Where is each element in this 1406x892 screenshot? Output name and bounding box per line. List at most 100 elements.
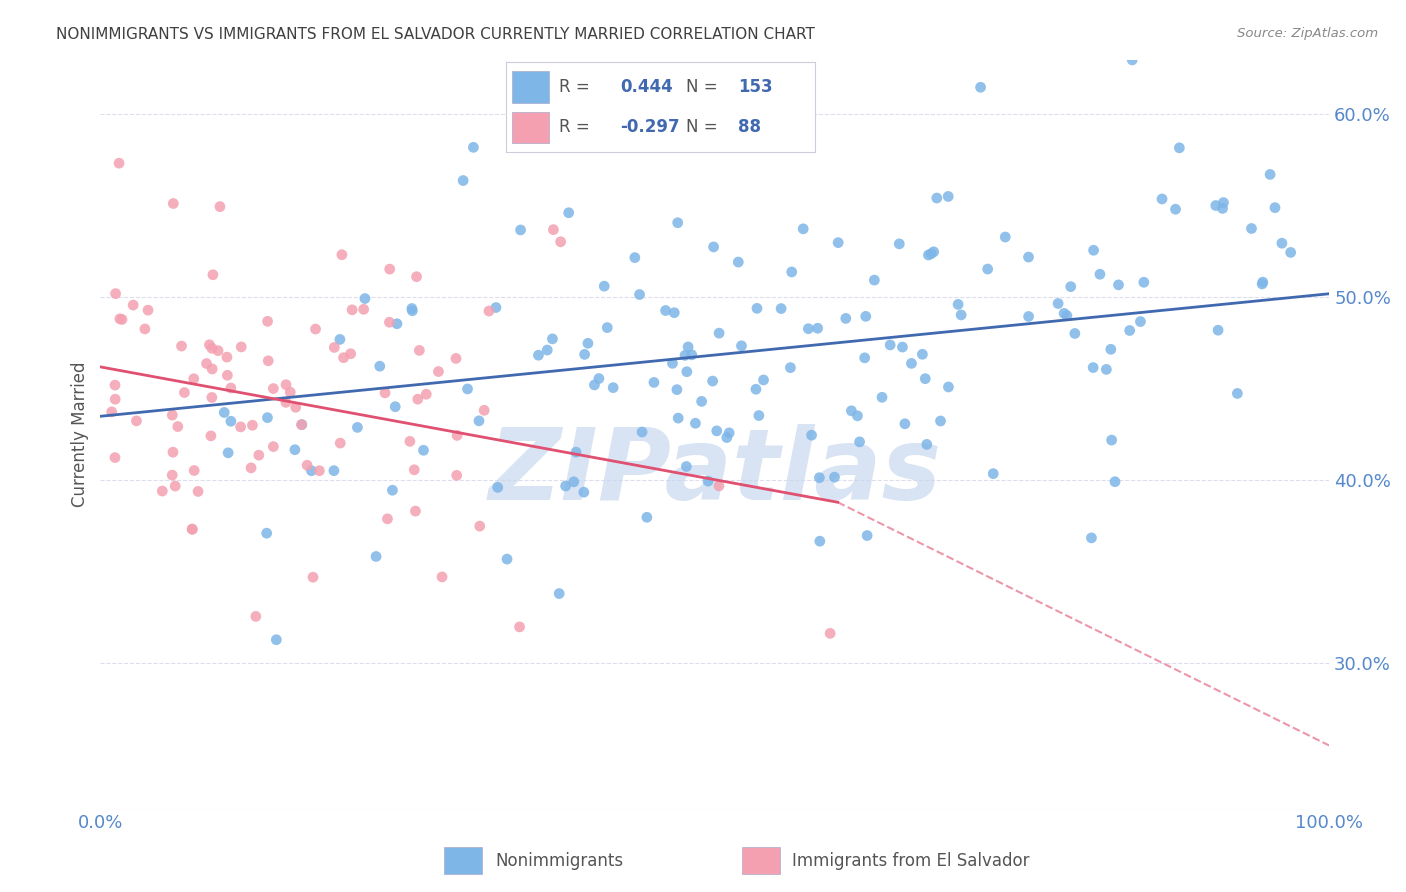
Text: R =: R = [558, 78, 595, 95]
Point [583, 378, 606, 392]
Point [848, 434, 870, 449]
Point [256, 410, 278, 425]
Point [201, 362, 224, 376]
Point [214, 405, 236, 419]
Point [257, 353, 280, 368]
Text: R =: R = [558, 118, 595, 136]
Point [183, 372, 205, 386]
Point [274, 377, 297, 392]
Bar [512, 71, 550, 103]
Point [870, 390, 893, 404]
Point [1133, 275, 1156, 289]
Point [745, 301, 768, 316]
Point [1104, 475, 1126, 489]
Point [195, 357, 218, 371]
Point [229, 420, 252, 434]
Point [1251, 277, 1274, 291]
Point [274, 395, 297, 409]
Point [917, 248, 939, 262]
Point [377, 512, 399, 526]
Point [976, 262, 998, 277]
Point [676, 340, 699, 354]
Point [354, 292, 377, 306]
Point [596, 320, 619, 334]
Point [706, 424, 728, 438]
Point [1063, 326, 1085, 341]
Point [457, 382, 479, 396]
Point [900, 356, 922, 370]
Y-axis label: Currently Married: Currently Married [72, 362, 89, 508]
Point [463, 140, 485, 154]
Point [925, 191, 948, 205]
Point [752, 373, 775, 387]
Point [201, 342, 224, 356]
Point [792, 222, 814, 236]
Text: NONIMMIGRANTS VS IMMIGRANTS FROM EL SALVADOR CURRENTLY MARRIED CORRELATION CHART: NONIMMIGRANTS VS IMMIGRANTS FROM EL SALV… [56, 27, 815, 42]
Point [835, 311, 858, 326]
Point [217, 446, 239, 460]
Point [946, 297, 969, 311]
Point [290, 417, 312, 432]
Point [1168, 141, 1191, 155]
Point [301, 464, 323, 478]
Point [381, 483, 404, 498]
Point [1240, 221, 1263, 235]
Point [911, 347, 934, 361]
Point [384, 400, 406, 414]
Point [353, 302, 375, 317]
Point [485, 301, 508, 315]
Point [800, 428, 823, 442]
Text: N =: N = [686, 78, 723, 95]
Point [295, 458, 318, 473]
Point [166, 419, 188, 434]
Point [125, 414, 148, 428]
Point [1088, 267, 1111, 281]
Point [1118, 324, 1140, 338]
Point [879, 338, 901, 352]
Point [681, 348, 703, 362]
Point [329, 436, 352, 450]
Point [165, 479, 187, 493]
Point [707, 326, 730, 340]
Point [950, 308, 973, 322]
Point [855, 310, 877, 324]
Point [1206, 323, 1229, 337]
Point [451, 173, 474, 187]
Point [446, 428, 468, 442]
Text: Source: ZipAtlas.com: Source: ZipAtlas.com [1237, 27, 1378, 40]
Point [690, 394, 713, 409]
Point [1095, 362, 1118, 376]
Point [818, 626, 841, 640]
Point [108, 311, 131, 326]
Point [748, 409, 770, 423]
Point [707, 479, 730, 493]
Point [1271, 236, 1294, 251]
Point [104, 286, 127, 301]
Point [104, 392, 127, 407]
Point [807, 321, 830, 335]
Point [332, 351, 354, 365]
Point [374, 385, 396, 400]
Point [304, 322, 326, 336]
Point [1205, 198, 1227, 212]
Point [863, 273, 886, 287]
Point [770, 301, 793, 316]
Point [262, 382, 284, 396]
Point [183, 463, 205, 477]
Bar [742, 847, 779, 874]
Point [703, 240, 725, 254]
Point [266, 632, 288, 647]
Point [1150, 192, 1173, 206]
Point [160, 468, 183, 483]
Text: ZIPatlas: ZIPatlas [488, 424, 942, 521]
Point [1047, 296, 1070, 310]
Point [1279, 245, 1302, 260]
Text: Immigrants from El Salvador: Immigrants from El Salvador [793, 852, 1029, 870]
Point [405, 269, 427, 284]
Bar [444, 847, 482, 874]
Point [718, 425, 741, 440]
Point [929, 414, 952, 428]
Point [745, 382, 768, 396]
Point [1081, 360, 1104, 375]
Point [1212, 195, 1234, 210]
